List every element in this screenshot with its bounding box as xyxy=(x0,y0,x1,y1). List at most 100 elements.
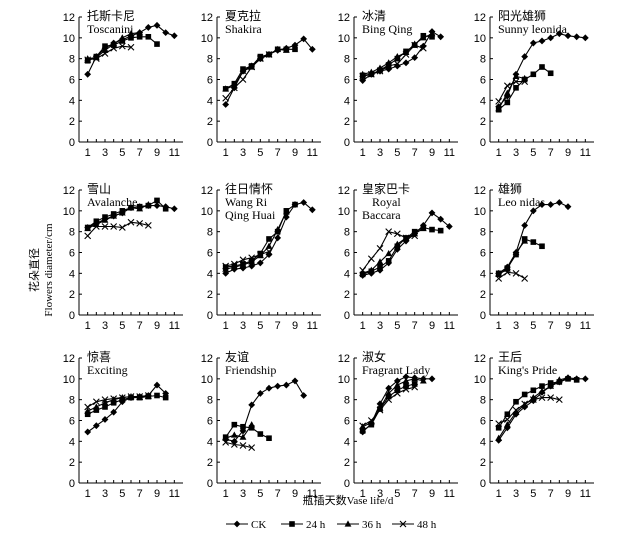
y-tick-label: 8 xyxy=(207,54,213,66)
x-tick-label: 3 xyxy=(513,147,519,159)
x-tick-label: 11 xyxy=(444,488,455,500)
data-point-diamond xyxy=(428,209,436,217)
data-point-diamond xyxy=(547,201,555,208)
data-point-x xyxy=(385,62,393,70)
y-tick-label: 0 xyxy=(69,478,75,490)
series-line-x xyxy=(225,250,270,267)
x-tick-label: 11 xyxy=(444,147,455,159)
x-tick-label: 11 xyxy=(580,488,591,500)
series-line-x xyxy=(498,81,525,102)
y-tick-label: 8 xyxy=(480,227,486,239)
data-point-x xyxy=(512,406,520,414)
x-tick-label: 7 xyxy=(137,488,143,500)
panel-title-en: Fragrant Lady xyxy=(362,363,430,377)
y-tick-label: 4 xyxy=(344,268,350,280)
data-point-x xyxy=(84,232,92,240)
x-tick-label: 3 xyxy=(102,147,108,159)
data-point-square xyxy=(385,258,392,264)
data-point-triangle xyxy=(144,200,152,208)
data-point-diamond xyxy=(274,234,282,242)
panel-title-cn: 托斯卡尼 xyxy=(87,9,135,23)
data-point-x xyxy=(118,224,126,231)
y-tick-label: 6 xyxy=(69,416,75,428)
data-point-square xyxy=(504,99,511,106)
data-point-triangle xyxy=(359,269,367,276)
y-tick-label: 10 xyxy=(63,206,75,218)
data-point-x xyxy=(555,396,563,404)
data-point-triangle xyxy=(239,433,247,440)
data-point-diamond xyxy=(300,392,308,399)
y-tick-label: 6 xyxy=(344,248,350,260)
data-point-square xyxy=(110,399,117,406)
data-point-triangle xyxy=(538,387,546,394)
data-point-x xyxy=(521,275,529,282)
data-point-diamond xyxy=(547,34,555,42)
y-tick-label: 6 xyxy=(344,75,350,87)
data-point-square xyxy=(257,431,264,437)
legend-marker-diamond xyxy=(233,520,241,528)
y-tick-label: 12 xyxy=(63,12,75,24)
y-tick-label: 0 xyxy=(207,310,213,322)
data-point-x xyxy=(402,234,410,242)
data-point-triangle xyxy=(282,208,290,215)
data-point-triangle xyxy=(265,242,273,249)
y-tick-label: 8 xyxy=(207,227,213,239)
panel-title-en: Wang Ri xyxy=(225,195,268,209)
data-point-diamond xyxy=(153,381,161,389)
data-point-square xyxy=(403,383,409,389)
y-tick-label: 2 xyxy=(344,457,350,469)
data-point-x xyxy=(376,244,384,252)
x-tick-label: 3 xyxy=(102,320,108,332)
data-point-triangle xyxy=(385,389,393,397)
panel-title-cn: 淑女 xyxy=(362,349,386,364)
y-tick-label: 6 xyxy=(344,416,350,428)
data-point-diamond xyxy=(274,382,282,390)
data-point-diamond xyxy=(555,30,563,38)
data-point-square xyxy=(539,383,545,389)
data-point-triangle xyxy=(248,421,256,428)
data-point-triangle xyxy=(555,376,563,383)
data-point-diamond xyxy=(521,53,529,60)
y-tick-label: 12 xyxy=(338,12,350,24)
data-point-triangle xyxy=(84,407,92,414)
y-tick-label: 6 xyxy=(480,416,486,428)
x-tick-label: 7 xyxy=(548,147,554,159)
series-line-diamond xyxy=(87,384,167,433)
panel-title-en: Shakira xyxy=(225,22,262,36)
data-point-x xyxy=(359,72,367,80)
data-point-diamond xyxy=(428,375,436,383)
y-tick-label: 2 xyxy=(344,289,350,301)
y-tick-label: 6 xyxy=(207,416,213,428)
data-point-x xyxy=(101,50,109,57)
data-point-x xyxy=(256,251,264,258)
panel-title-en: Toscanini xyxy=(87,22,134,36)
data-point-diamond xyxy=(92,422,100,430)
y-tick-label: 4 xyxy=(207,95,213,107)
data-point-triangle xyxy=(512,72,520,79)
y-tick-label: 2 xyxy=(207,289,213,301)
data-point-x xyxy=(92,223,100,230)
data-point-x xyxy=(127,393,135,400)
y-tick-label: 2 xyxy=(69,457,75,469)
x-tick-label: 5 xyxy=(119,147,125,159)
x-tick-label: 9 xyxy=(292,147,298,159)
data-point-x xyxy=(248,444,256,451)
data-point-x xyxy=(402,385,410,393)
series-line-triangle xyxy=(498,75,525,109)
panel-title-cn: 友谊 xyxy=(225,349,249,364)
data-point-triangle xyxy=(385,249,393,257)
legend-marker-square xyxy=(289,521,295,527)
y-tick-label: 8 xyxy=(344,54,350,66)
data-point-diamond xyxy=(282,381,290,389)
data-point-triangle xyxy=(274,225,282,233)
panel-title-cn: 往日情怀 xyxy=(225,181,273,196)
y-tick-label: 10 xyxy=(338,374,350,386)
y-tick-label: 2 xyxy=(344,116,350,128)
x-tick-label: 1 xyxy=(85,488,91,500)
x-tick-label: 5 xyxy=(530,488,536,500)
data-point-x xyxy=(222,262,230,270)
